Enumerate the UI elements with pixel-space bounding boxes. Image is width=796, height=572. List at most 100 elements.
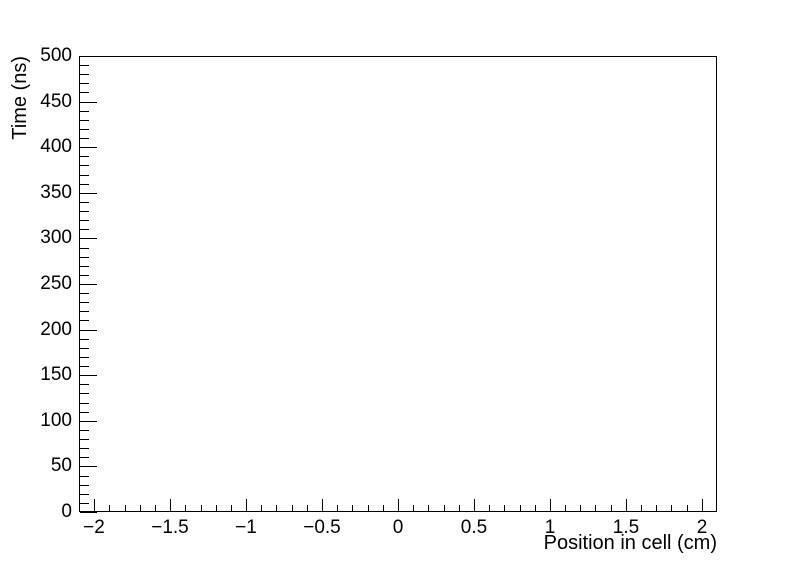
y-minor-tick-mark bbox=[80, 175, 89, 176]
x-tick-label: −1.5 bbox=[151, 517, 189, 538]
x-minor-tick-mark bbox=[201, 505, 202, 511]
y-minor-tick-mark bbox=[80, 494, 89, 495]
x-tick-label: 1.5 bbox=[612, 517, 640, 538]
y-major-tick-mark bbox=[80, 193, 97, 194]
y-minor-tick-mark bbox=[80, 129, 89, 130]
y-minor-tick-mark bbox=[80, 83, 89, 84]
plot-frame bbox=[79, 56, 717, 512]
y-tick-label: 400 bbox=[40, 136, 72, 157]
y-major-tick-mark bbox=[80, 421, 97, 422]
x-minor-tick-mark bbox=[292, 505, 293, 511]
x-minor-tick-mark bbox=[352, 505, 353, 511]
y-major-tick-mark bbox=[80, 102, 97, 103]
y-major-tick-mark bbox=[80, 375, 97, 376]
y-tick-label: 200 bbox=[40, 319, 72, 340]
x-minor-tick-mark bbox=[489, 505, 490, 511]
x-major-tick-mark bbox=[322, 499, 323, 511]
x-major-tick-mark bbox=[398, 499, 399, 511]
x-minor-tick-mark bbox=[216, 505, 217, 511]
y-minor-tick-mark bbox=[80, 229, 89, 230]
x-major-tick-mark bbox=[550, 499, 551, 511]
y-minor-tick-mark bbox=[80, 266, 89, 267]
x-axis-title: Position in cell (cm) bbox=[543, 532, 717, 554]
y-minor-tick-mark bbox=[80, 503, 89, 504]
x-minor-tick-mark bbox=[580, 505, 581, 511]
y-tick-label: 50 bbox=[50, 455, 72, 476]
y-major-tick-mark bbox=[80, 238, 97, 239]
y-minor-tick-mark bbox=[80, 448, 89, 449]
y-minor-tick-mark bbox=[80, 485, 89, 486]
y-minor-tick-mark bbox=[80, 439, 89, 440]
y-minor-tick-mark bbox=[80, 302, 89, 303]
x-minor-tick-mark bbox=[595, 505, 596, 511]
x-major-tick-mark bbox=[702, 499, 703, 511]
y-minor-tick-mark bbox=[80, 357, 89, 358]
y-major-tick-mark bbox=[80, 147, 97, 148]
y-minor-tick-mark bbox=[80, 92, 89, 93]
x-minor-tick-mark bbox=[276, 505, 277, 511]
y-minor-tick-mark bbox=[80, 248, 89, 249]
x-minor-tick-mark bbox=[459, 505, 460, 511]
y-minor-tick-mark bbox=[80, 211, 89, 212]
x-major-tick-mark bbox=[474, 499, 475, 511]
x-minor-tick-mark bbox=[109, 505, 110, 511]
y-major-tick-mark bbox=[80, 512, 97, 513]
y-tick-label: 500 bbox=[40, 45, 72, 66]
x-tick-label: 1 bbox=[544, 517, 556, 538]
y-minor-tick-mark bbox=[80, 384, 89, 385]
x-minor-tick-mark bbox=[231, 505, 232, 511]
y-minor-tick-mark bbox=[80, 457, 89, 458]
x-minor-tick-mark bbox=[125, 505, 126, 511]
x-minor-tick-mark bbox=[337, 505, 338, 511]
y-minor-tick-mark bbox=[80, 220, 89, 221]
x-major-tick-mark bbox=[94, 499, 95, 511]
y-minor-tick-mark bbox=[80, 165, 89, 166]
y-tick-label: 350 bbox=[40, 182, 72, 203]
y-minor-tick-mark bbox=[80, 366, 89, 367]
x-minor-tick-mark bbox=[611, 505, 612, 511]
y-major-tick-mark bbox=[80, 466, 97, 467]
x-minor-tick-mark bbox=[687, 505, 688, 511]
y-minor-tick-mark bbox=[80, 184, 89, 185]
x-minor-tick-mark bbox=[641, 505, 642, 511]
y-minor-tick-mark bbox=[80, 403, 89, 404]
x-major-tick-mark bbox=[246, 499, 247, 511]
x-minor-tick-mark bbox=[261, 505, 262, 511]
y-minor-tick-mark bbox=[80, 311, 89, 312]
x-minor-tick-mark bbox=[185, 505, 186, 511]
y-tick-label: 100 bbox=[40, 410, 72, 431]
x-major-tick-mark bbox=[170, 499, 171, 511]
y-minor-tick-mark bbox=[80, 339, 89, 340]
y-minor-tick-mark bbox=[80, 202, 89, 203]
x-tick-label: −0.5 bbox=[303, 517, 341, 538]
x-minor-tick-mark bbox=[656, 505, 657, 511]
y-tick-label: 300 bbox=[40, 227, 72, 248]
x-minor-tick-mark bbox=[428, 505, 429, 511]
y-major-tick-mark bbox=[80, 284, 97, 285]
x-minor-tick-mark bbox=[140, 505, 141, 511]
y-minor-tick-mark bbox=[80, 111, 89, 112]
y-major-tick-mark bbox=[80, 56, 97, 57]
y-minor-tick-mark bbox=[80, 120, 89, 121]
y-minor-tick-mark bbox=[80, 293, 89, 294]
x-minor-tick-mark bbox=[383, 505, 384, 511]
y-minor-tick-mark bbox=[80, 393, 89, 394]
y-tick-label: 250 bbox=[40, 273, 72, 294]
x-minor-tick-mark bbox=[535, 505, 536, 511]
x-tick-label: 2 bbox=[696, 517, 708, 538]
y-minor-tick-mark bbox=[80, 320, 89, 321]
y-minor-tick-mark bbox=[80, 430, 89, 431]
x-major-tick-mark bbox=[626, 499, 627, 511]
y-minor-tick-mark bbox=[80, 275, 89, 276]
x-tick-label: −1 bbox=[235, 517, 257, 538]
x-tick-label: 0.5 bbox=[460, 517, 488, 538]
x-minor-tick-mark bbox=[671, 505, 672, 511]
y-minor-tick-mark bbox=[80, 65, 89, 66]
y-tick-label: 150 bbox=[40, 364, 72, 385]
y-tick-label: 450 bbox=[40, 91, 72, 112]
y-minor-tick-mark bbox=[80, 74, 89, 75]
x-tick-label: 0 bbox=[392, 517, 404, 538]
x-minor-tick-mark bbox=[368, 505, 369, 511]
y-major-tick-mark bbox=[80, 330, 97, 331]
